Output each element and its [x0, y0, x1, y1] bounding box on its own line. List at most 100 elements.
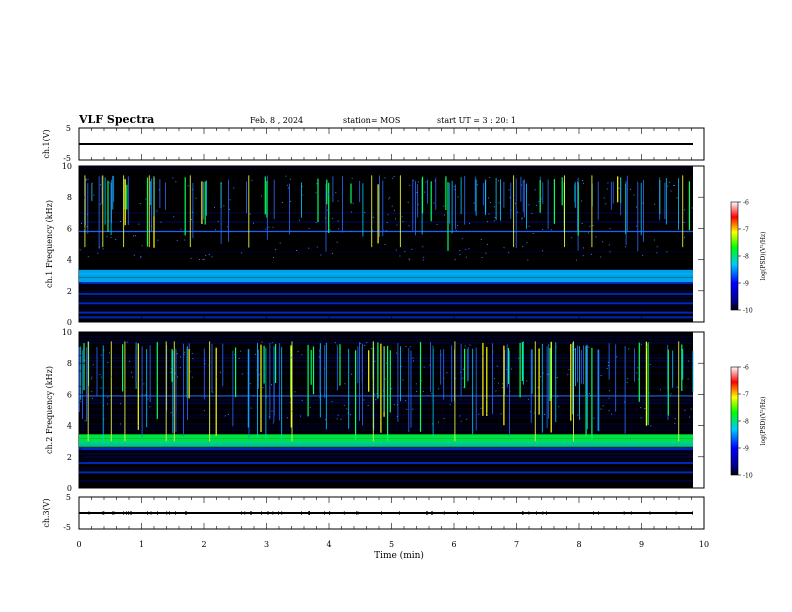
x-tick-label: 4	[326, 540, 331, 549]
colorbar-tick-label: -8	[743, 419, 749, 426]
speckle	[568, 369, 570, 371]
speckle	[429, 364, 431, 366]
speckle	[301, 194, 303, 196]
ch1-ytick-top: 5	[66, 124, 71, 133]
speckle	[636, 225, 638, 227]
speckle	[318, 356, 320, 358]
speckle	[190, 257, 192, 259]
speckle	[320, 254, 322, 256]
speckle	[149, 406, 151, 408]
speckle	[609, 390, 610, 392]
speckle	[335, 192, 337, 194]
speckle	[605, 203, 607, 205]
speckle	[102, 248, 104, 250]
speckle	[203, 410, 205, 412]
speckle	[340, 418, 342, 420]
speckle	[493, 206, 495, 208]
speckle	[684, 209, 686, 211]
speckle	[382, 390, 384, 392]
speckle	[397, 404, 398, 406]
speckle	[683, 221, 685, 223]
speckle	[590, 253, 592, 255]
speckle	[642, 254, 644, 256]
speckle	[86, 226, 88, 228]
speckle	[256, 369, 258, 371]
speckle	[549, 394, 551, 396]
x-tick-label: 3	[264, 540, 269, 549]
speckle	[504, 403, 506, 404]
speckle	[463, 386, 465, 388]
speckle	[393, 404, 395, 406]
x-tick-label: 7	[514, 540, 519, 549]
speckle	[374, 360, 376, 362]
speckle	[170, 371, 172, 373]
y-tick-label: 2	[67, 453, 72, 462]
speckle	[485, 179, 487, 181]
speckle	[172, 414, 174, 416]
speckle	[347, 412, 349, 414]
speckle	[542, 250, 544, 252]
speckle	[602, 241, 604, 243]
speckle	[309, 407, 311, 409]
speckle	[405, 346, 407, 347]
speckle	[434, 180, 436, 182]
speckle	[195, 197, 197, 199]
speckle	[191, 211, 193, 213]
speckle	[454, 344, 456, 346]
speckle	[392, 177, 394, 179]
speckle	[376, 393, 378, 395]
speckle	[281, 202, 283, 203]
speckle	[160, 221, 162, 223]
speckle	[223, 205, 225, 207]
speckle	[572, 366, 574, 368]
speckle	[273, 257, 274, 258]
freq-band	[79, 311, 693, 314]
speckle	[684, 409, 686, 411]
speckle	[443, 205, 445, 207]
speckle	[640, 417, 642, 419]
speckle	[296, 250, 297, 251]
speckle	[567, 374, 569, 376]
speckle	[602, 405, 604, 407]
speckle	[478, 413, 480, 415]
speckle	[137, 425, 139, 427]
speckle	[522, 180, 524, 182]
x-tick-label: 6	[451, 540, 456, 549]
speckle	[408, 258, 410, 260]
speckle	[558, 406, 560, 408]
speckle	[460, 420, 462, 422]
speckle	[637, 378, 639, 380]
speckle	[395, 218, 396, 220]
speckle	[351, 373, 353, 375]
speckle	[100, 387, 102, 389]
colorbar-tick-label: -10	[743, 308, 753, 315]
speckle	[229, 199, 231, 201]
speckle	[416, 192, 418, 193]
ch1-colorbar-gradient	[730, 201, 739, 311]
speckle	[459, 415, 461, 417]
speckle	[202, 259, 204, 261]
speckle	[400, 365, 402, 367]
speckle	[367, 405, 369, 406]
speckle	[509, 197, 511, 199]
speckle	[674, 423, 676, 425]
speckle	[220, 371, 222, 373]
speckle	[248, 247, 250, 249]
x-tick-label: 8	[576, 540, 581, 549]
y-tick-label: 8	[67, 359, 72, 368]
speckle	[611, 413, 613, 415]
speckle	[444, 214, 445, 216]
speckle	[581, 200, 583, 202]
freq-band	[79, 316, 693, 319]
speckle	[689, 416, 691, 418]
speckle	[676, 197, 678, 199]
speckle	[233, 187, 235, 189]
speckle	[404, 251, 406, 253]
speckle	[141, 245, 143, 247]
speckle	[540, 376, 542, 378]
speckle	[656, 246, 658, 248]
speckle	[87, 256, 89, 258]
speckle	[575, 259, 577, 261]
speckle	[407, 201, 409, 203]
speckle	[382, 229, 384, 231]
